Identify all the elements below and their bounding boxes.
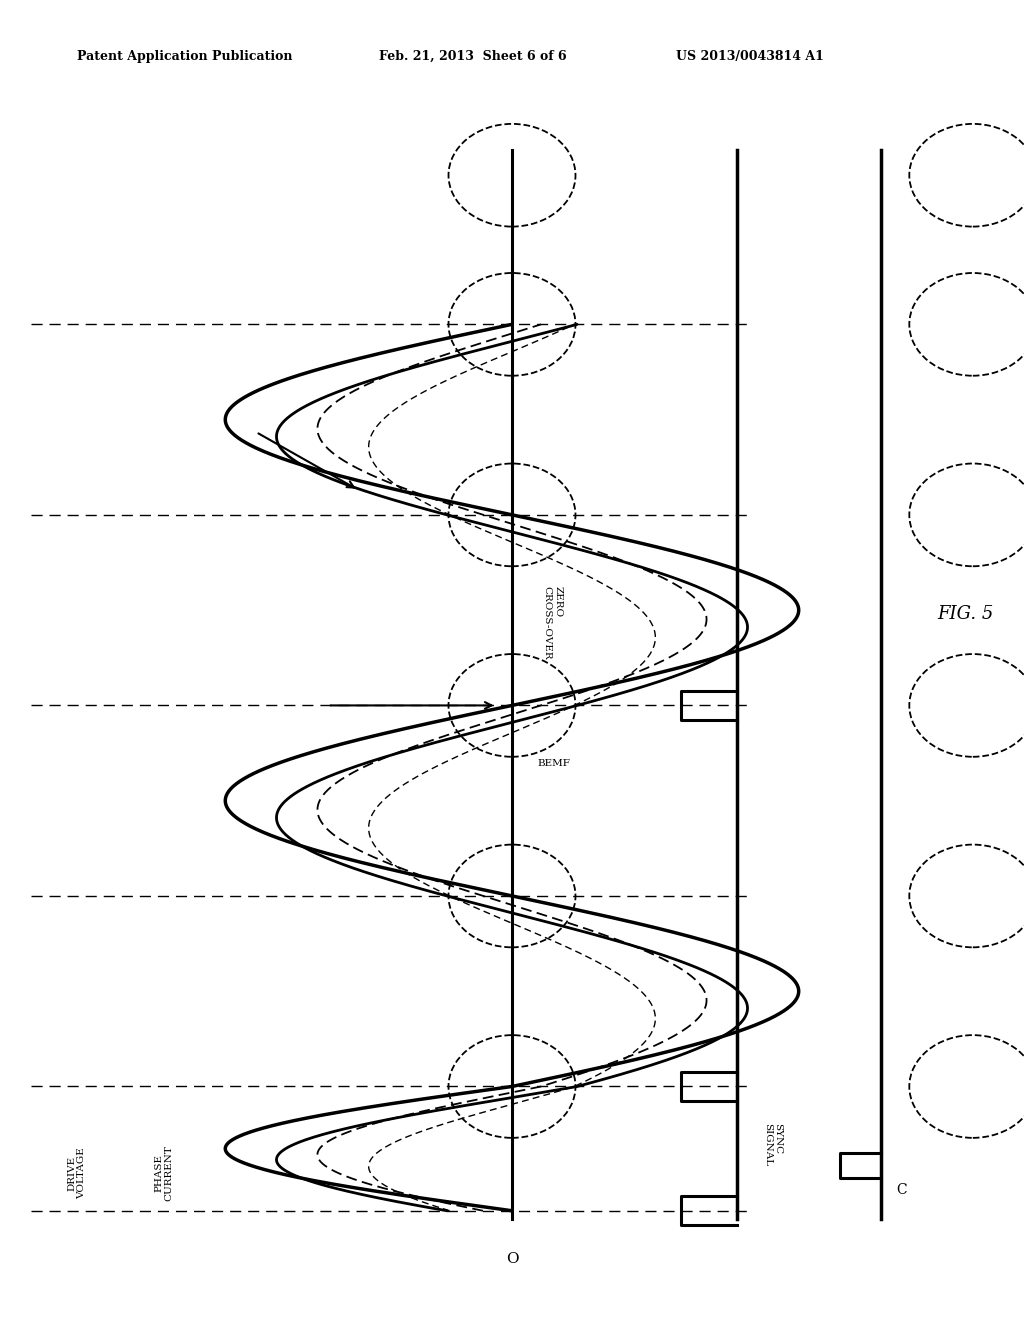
Text: Patent Application Publication: Patent Application Publication [77,50,292,63]
Text: Feb. 21, 2013  Sheet 6 of 6: Feb. 21, 2013 Sheet 6 of 6 [379,50,566,63]
Text: SYNC
SIGNAL: SYNC SIGNAL [763,1123,782,1166]
Text: ZERO
CROSS-OVER: ZERO CROSS-OVER [543,586,562,660]
Text: US 2013/0043814 A1: US 2013/0043814 A1 [676,50,823,63]
Text: BEMF: BEMF [538,759,570,768]
Text: O: O [506,1253,518,1266]
Text: FIG. 5: FIG. 5 [937,606,993,623]
Text: PHASE
CURRENT: PHASE CURRENT [155,1146,173,1201]
Text: C: C [896,1183,906,1197]
Text: DRIVE
VOLTAGE: DRIVE VOLTAGE [68,1147,86,1200]
